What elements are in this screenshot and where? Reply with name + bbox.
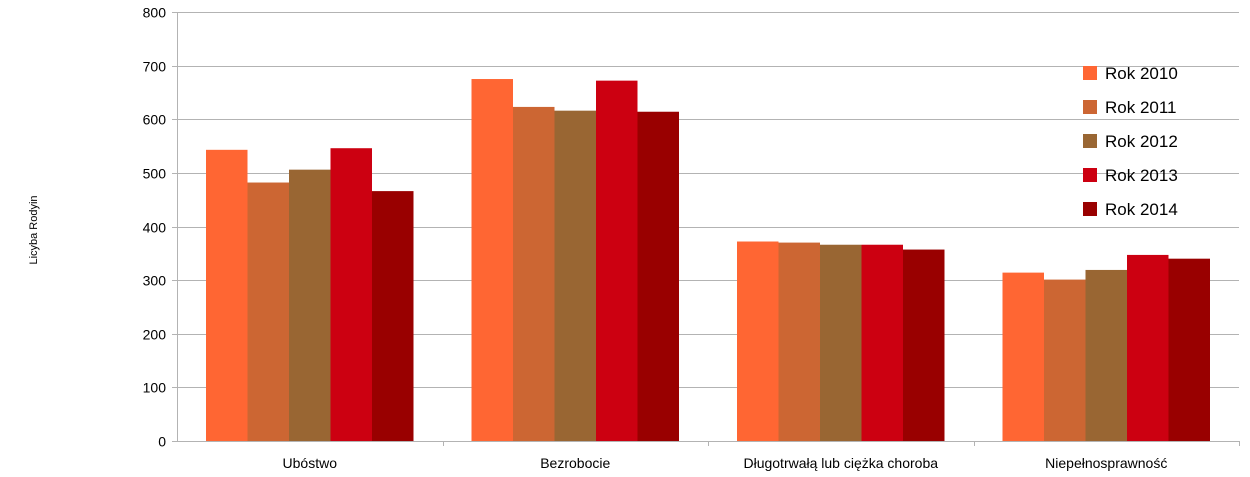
x-tick-label: Długotrwałą lub ciężka choroba bbox=[743, 455, 938, 471]
bar bbox=[330, 148, 372, 441]
bar bbox=[1002, 272, 1044, 441]
bar bbox=[513, 106, 555, 442]
bar bbox=[1127, 254, 1169, 441]
legend-label: Rok 2014 bbox=[1105, 200, 1178, 219]
bar bbox=[372, 191, 414, 441]
bar bbox=[206, 149, 248, 441]
bar bbox=[1168, 258, 1210, 441]
labels: 0 100 200 300 400 500 600 700 800 Ubóstwo Bezroboc… bbox=[143, 5, 1168, 472]
y-tick-label: 400 bbox=[143, 220, 167, 236]
legend-label: Rok 2010 bbox=[1105, 64, 1178, 83]
y-tick-label: 800 bbox=[143, 5, 167, 21]
bar bbox=[596, 80, 638, 441]
bar bbox=[1085, 269, 1127, 441]
bar bbox=[820, 244, 862, 441]
legend: Rok 2010 Rok 2011 Rok 2012 Rok 2013 Rok 2014 bbox=[1083, 64, 1178, 219]
legend-swatch bbox=[1083, 202, 1097, 216]
axes bbox=[172, 12, 1240, 446]
y-tick-label: 700 bbox=[143, 59, 167, 75]
legend-swatch bbox=[1083, 66, 1097, 80]
y-tick-label: 200 bbox=[143, 327, 167, 343]
bar bbox=[737, 241, 779, 441]
legend-swatch bbox=[1083, 168, 1097, 182]
bar bbox=[903, 249, 945, 441]
y-axis-title: Licyba Rodyin bbox=[28, 195, 40, 264]
y-tick-label: 300 bbox=[143, 273, 167, 289]
x-tick-label: Ubóstwo bbox=[283, 455, 338, 471]
y-tick-label: 100 bbox=[143, 380, 167, 396]
bar bbox=[861, 244, 903, 441]
y-tick-label: 0 bbox=[158, 434, 166, 450]
legend-swatch bbox=[1083, 134, 1097, 148]
x-tick-label: Niepełnosprawność bbox=[1045, 455, 1167, 471]
bar bbox=[554, 110, 596, 442]
x-tick-label: Bezrobocie bbox=[540, 455, 610, 471]
bar bbox=[637, 111, 679, 442]
bar bbox=[247, 182, 289, 441]
bar bbox=[778, 242, 820, 441]
bars bbox=[206, 79, 1210, 442]
legend-label: Rok 2012 bbox=[1105, 132, 1178, 151]
bar bbox=[471, 79, 513, 441]
legend-label: Rok 2013 bbox=[1105, 166, 1178, 185]
bar bbox=[289, 169, 331, 441]
legend-label: Rok 2011 bbox=[1105, 98, 1177, 117]
bar bbox=[1044, 279, 1086, 441]
legend-swatch bbox=[1083, 100, 1097, 114]
y-tick-label: 600 bbox=[143, 112, 167, 128]
y-tick-label: 500 bbox=[143, 166, 167, 182]
